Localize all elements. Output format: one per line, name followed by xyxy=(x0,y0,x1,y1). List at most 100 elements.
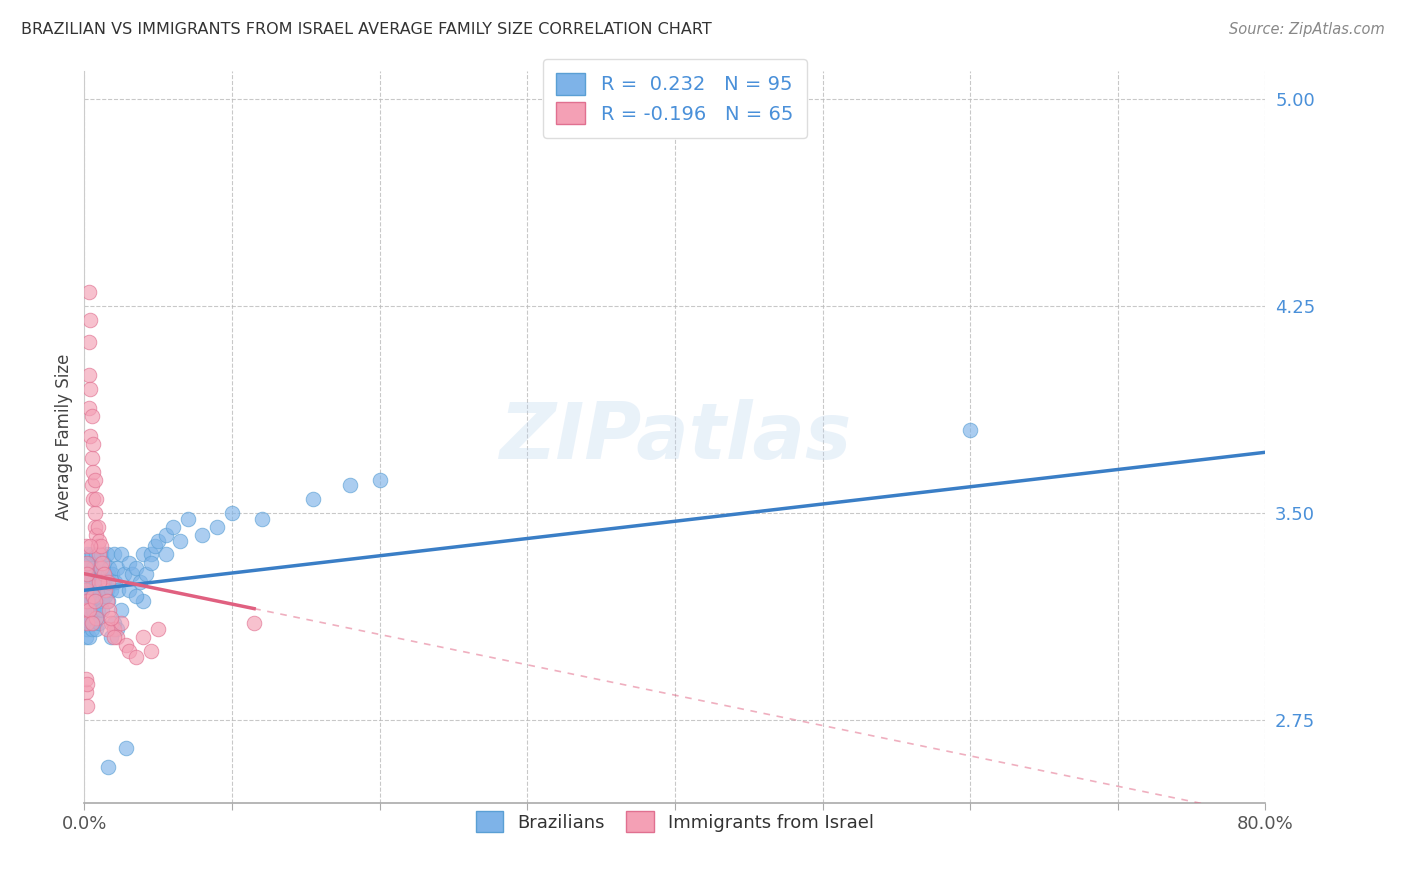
Legend: Brazilians, Immigrants from Israel: Brazilians, Immigrants from Israel xyxy=(467,803,883,841)
Point xyxy=(103,548,125,562)
Point xyxy=(83,473,105,487)
Point xyxy=(75,594,97,608)
Point xyxy=(114,639,136,653)
Point xyxy=(87,574,111,589)
Point xyxy=(250,511,273,525)
Point xyxy=(80,589,103,603)
Point xyxy=(125,561,148,575)
Point xyxy=(77,334,100,349)
Point xyxy=(87,583,111,598)
Point xyxy=(243,616,266,631)
Point xyxy=(83,594,105,608)
Point xyxy=(77,589,100,603)
Point xyxy=(91,556,114,570)
Point xyxy=(105,561,128,575)
Point xyxy=(221,506,243,520)
Point xyxy=(80,478,103,492)
Point xyxy=(76,602,98,616)
Point xyxy=(76,566,98,581)
Point xyxy=(207,520,229,534)
Point xyxy=(77,368,100,382)
Point xyxy=(302,492,325,507)
Point xyxy=(100,616,122,631)
Point xyxy=(77,630,100,644)
Point xyxy=(86,520,108,534)
Point xyxy=(79,602,101,616)
Point xyxy=(76,594,98,608)
Point xyxy=(79,616,101,631)
Point xyxy=(118,583,141,598)
Point xyxy=(96,594,118,608)
Point xyxy=(83,520,105,534)
Point xyxy=(959,423,981,437)
Point xyxy=(93,566,115,581)
Point xyxy=(103,622,125,636)
Point xyxy=(98,561,121,575)
Point xyxy=(91,602,114,616)
Point xyxy=(112,566,135,581)
Point xyxy=(84,574,107,589)
Point xyxy=(103,630,125,644)
Point xyxy=(132,594,155,608)
Point xyxy=(84,611,107,625)
Point xyxy=(76,556,98,570)
Point xyxy=(139,644,162,658)
Point xyxy=(79,382,101,396)
Point xyxy=(80,616,103,631)
Point xyxy=(96,622,118,636)
Point xyxy=(82,561,104,575)
Point xyxy=(75,539,97,553)
Point xyxy=(110,616,132,631)
Point xyxy=(97,566,120,581)
Point xyxy=(82,589,104,603)
Point xyxy=(96,583,118,598)
Point xyxy=(76,548,98,562)
Point xyxy=(132,548,155,562)
Point xyxy=(97,594,120,608)
Point xyxy=(82,492,104,507)
Point xyxy=(86,589,108,603)
Point xyxy=(79,539,101,553)
Point xyxy=(148,533,170,548)
Point xyxy=(177,511,200,525)
Point xyxy=(96,548,118,562)
Point xyxy=(86,539,108,553)
Point xyxy=(77,401,100,416)
Point xyxy=(105,622,128,636)
Text: Source: ZipAtlas.com: Source: ZipAtlas.com xyxy=(1229,22,1385,37)
Point xyxy=(91,574,114,589)
Point xyxy=(79,312,101,326)
Point xyxy=(91,566,114,581)
Point xyxy=(77,611,100,625)
Y-axis label: Average Family Size: Average Family Size xyxy=(55,354,73,520)
Point xyxy=(90,548,112,562)
Point xyxy=(75,685,97,699)
Point xyxy=(79,428,101,442)
Point xyxy=(90,539,112,553)
Point xyxy=(139,548,162,562)
Point xyxy=(80,566,103,581)
Point xyxy=(76,616,98,631)
Point xyxy=(94,566,117,581)
Point xyxy=(76,574,98,589)
Point xyxy=(148,622,170,636)
Point xyxy=(91,594,114,608)
Point xyxy=(169,533,191,548)
Point xyxy=(110,548,132,562)
Point xyxy=(80,622,103,636)
Point xyxy=(77,561,100,575)
Point xyxy=(84,611,107,625)
Point xyxy=(80,409,103,424)
Point xyxy=(79,574,101,589)
Point xyxy=(162,520,184,534)
Point xyxy=(84,492,107,507)
Point xyxy=(104,574,127,589)
Point xyxy=(75,616,97,631)
Point xyxy=(93,574,115,589)
Point xyxy=(82,616,104,631)
Point xyxy=(84,548,107,562)
Point xyxy=(82,465,104,479)
Point xyxy=(139,556,162,570)
Point xyxy=(77,594,100,608)
Point xyxy=(76,677,98,691)
